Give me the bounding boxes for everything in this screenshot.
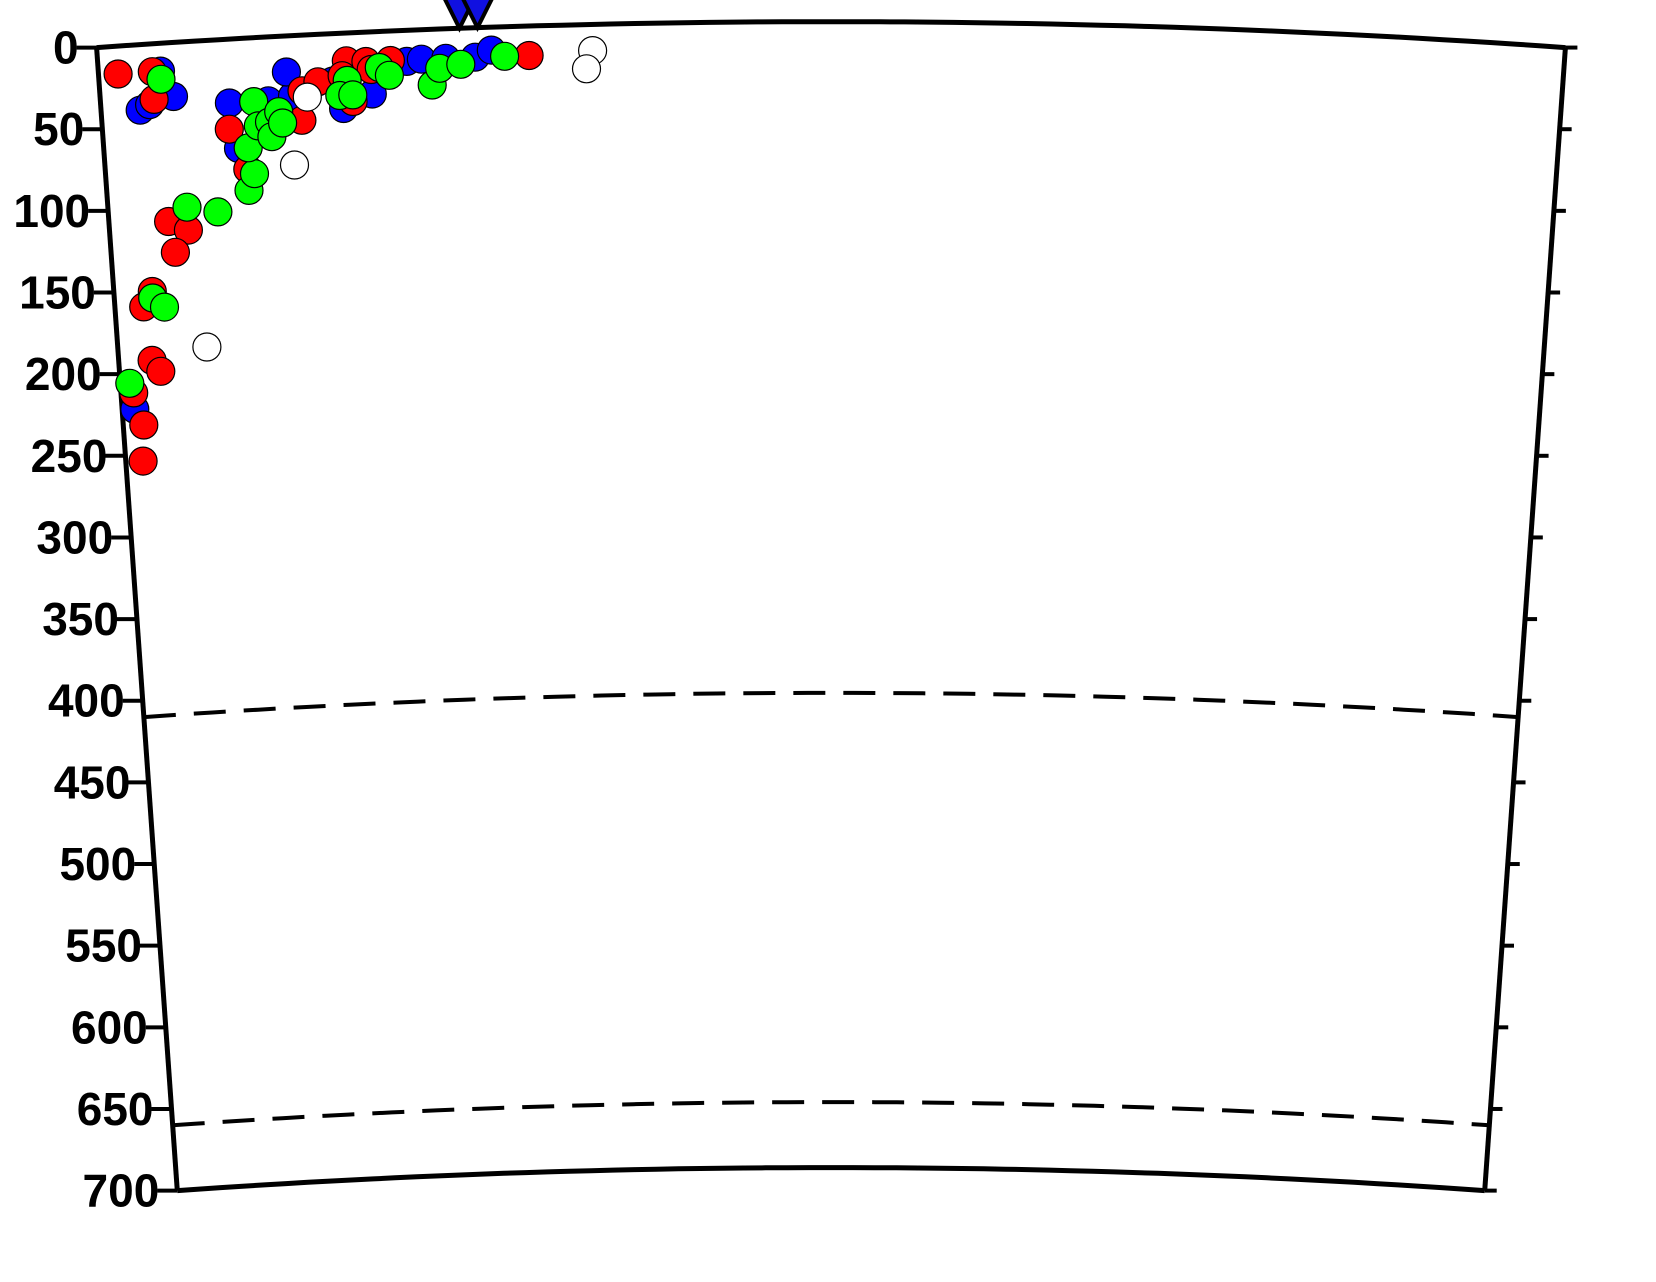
y-tick-label: 600 xyxy=(71,1001,148,1053)
hypocenter-point xyxy=(172,192,202,222)
hypocenter-point xyxy=(338,80,368,110)
y-tick-label: 200 xyxy=(25,348,102,400)
y-tick-label: 450 xyxy=(54,756,131,808)
y-tick-label: 100 xyxy=(13,185,90,237)
y-tick-label: 0 xyxy=(53,22,79,74)
hypocenter-point xyxy=(239,159,270,189)
discontinuity-410 xyxy=(143,690,1519,720)
discontinuity-660 xyxy=(172,1100,1490,1128)
hypocenter-point xyxy=(146,64,176,94)
hypocenter-point xyxy=(279,150,310,180)
y-tick-label: 700 xyxy=(83,1165,160,1217)
y-tick-label: 550 xyxy=(65,920,142,972)
hypocenter-point xyxy=(103,59,133,89)
station-triangle-icon xyxy=(461,0,494,33)
discontinuity-lines xyxy=(143,690,1519,1128)
hypocenter-point xyxy=(146,356,176,386)
y-tick-label: 500 xyxy=(59,838,136,890)
hypocenter-point xyxy=(374,60,404,90)
hypocenter-point xyxy=(192,332,222,362)
stations xyxy=(443,0,494,33)
frame-top xyxy=(96,19,1566,51)
y-tick-label: 250 xyxy=(31,430,108,482)
hypocenter-point xyxy=(203,197,233,227)
hypocenter-point xyxy=(160,237,190,267)
hypocenter-point xyxy=(214,114,244,144)
y-tick-label: 350 xyxy=(42,593,119,645)
y-tick-label: 300 xyxy=(36,511,113,563)
y-tick-label: 150 xyxy=(19,267,96,319)
section-frame xyxy=(94,19,1568,1194)
hypocenter-point xyxy=(128,446,158,476)
hypocenter-point xyxy=(446,49,476,79)
hypocenter-point xyxy=(292,82,322,112)
depth-axis: 0 50 100 150 200 250 300 350 400 450 500 550 600 650 7… xyxy=(13,22,1578,1217)
hypocenter-point xyxy=(149,292,180,322)
hypocenter-point xyxy=(129,410,159,440)
frame-bottom xyxy=(177,1165,1485,1194)
hypocenter-point xyxy=(490,41,520,71)
hypocenter-point xyxy=(271,57,301,87)
y-tick-label: 650 xyxy=(77,1083,154,1135)
hypocenter-point xyxy=(571,54,602,84)
y-tick-label: 400 xyxy=(48,675,125,727)
hypocenter-point xyxy=(268,108,298,138)
hypocenter-point xyxy=(115,368,145,398)
hypocenters xyxy=(103,35,608,476)
hypocenter-point xyxy=(514,40,544,71)
y-tick-label: 50 xyxy=(33,103,84,155)
